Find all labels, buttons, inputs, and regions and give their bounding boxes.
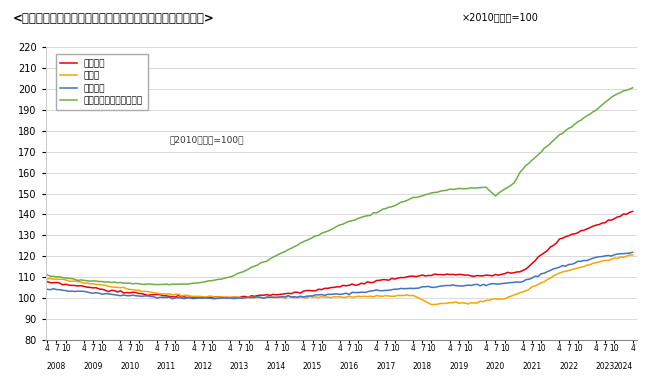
戸建住宅 xyxy=(44,287,51,292)
住宅総合 xyxy=(486,273,493,278)
戸建住宅 xyxy=(629,250,636,255)
住宅地 xyxy=(629,253,636,257)
住宅総合 xyxy=(181,294,188,299)
住宅地 xyxy=(278,295,286,300)
Line: 住宅地: 住宅地 xyxy=(47,255,632,305)
Text: ×2010年平均=100: ×2010年平均=100 xyxy=(462,12,538,22)
住宅地 xyxy=(428,302,436,307)
Text: 2015: 2015 xyxy=(303,362,322,371)
Text: 2016: 2016 xyxy=(339,362,359,371)
Text: 2013: 2013 xyxy=(229,362,249,371)
住宅地 xyxy=(181,293,188,298)
住宅総合 xyxy=(281,291,289,296)
Text: 2023: 2023 xyxy=(595,362,615,371)
マンション（区分所有） xyxy=(629,85,636,90)
戸建住宅 xyxy=(168,296,176,301)
住宅総合 xyxy=(629,209,636,214)
マンション（区分所有） xyxy=(410,195,417,200)
住宅総合 xyxy=(190,296,198,300)
Text: 2018: 2018 xyxy=(413,362,432,371)
Text: 2010: 2010 xyxy=(120,362,139,371)
Text: 2017: 2017 xyxy=(376,362,395,371)
マンション（区分所有） xyxy=(165,282,173,287)
Text: 2020: 2020 xyxy=(486,362,505,371)
Text: 2014: 2014 xyxy=(266,362,285,371)
Line: 戸建住宅: 戸建住宅 xyxy=(47,252,632,299)
マンション（区分所有） xyxy=(281,249,289,254)
Text: 2012: 2012 xyxy=(193,362,213,371)
Text: 2021: 2021 xyxy=(523,362,541,371)
戸建住宅 xyxy=(260,296,268,301)
戸建住宅 xyxy=(281,294,289,299)
住宅総合 xyxy=(44,279,51,284)
Text: 2024: 2024 xyxy=(614,362,633,371)
マンション（区分所有） xyxy=(260,260,268,264)
マンション（区分所有） xyxy=(184,282,192,287)
Line: 住宅総合: 住宅総合 xyxy=(47,212,632,298)
Text: （2010年平均=100）: （2010年平均=100） xyxy=(170,135,244,144)
住宅総合 xyxy=(260,293,268,298)
Text: 2022: 2022 xyxy=(559,362,578,371)
住宅総合 xyxy=(482,273,490,277)
Text: <不動産価格指数（住宅）（令和６年４月分・季節調整値）>: <不動産価格指数（住宅）（令和６年４月分・季節調整値）> xyxy=(13,12,214,25)
Text: 2011: 2011 xyxy=(157,362,176,371)
マンション（区分所有） xyxy=(482,185,490,190)
マンション（区分所有） xyxy=(486,188,493,193)
戸建住宅 xyxy=(184,295,192,300)
Text: 2008: 2008 xyxy=(47,362,66,371)
住宅総合 xyxy=(410,274,417,278)
戸建住宅 xyxy=(410,286,417,291)
マンション（区分所有） xyxy=(44,273,51,277)
住宅地 xyxy=(482,298,490,303)
住宅地 xyxy=(44,276,51,281)
住宅地 xyxy=(257,295,265,300)
Line: マンション（区分所有）: マンション（区分所有） xyxy=(47,88,632,285)
住宅地 xyxy=(406,293,414,298)
住宅地 xyxy=(626,253,634,257)
住宅地 xyxy=(486,298,493,303)
Legend: 住宅総合, 住宅地, 戸建住宅, マンション（区分所有）: 住宅総合, 住宅地, 戸建住宅, マンション（区分所有） xyxy=(56,54,148,110)
戸建住宅 xyxy=(486,282,493,287)
Text: 2019: 2019 xyxy=(449,362,469,371)
戸建住宅 xyxy=(482,283,490,288)
Text: 2009: 2009 xyxy=(83,362,103,371)
